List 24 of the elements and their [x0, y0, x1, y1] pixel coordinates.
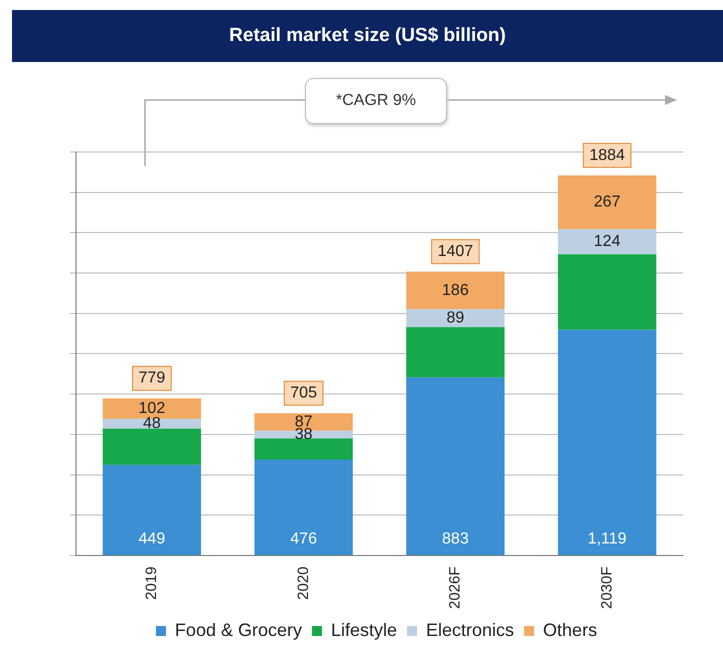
- data-label: 48: [142, 415, 161, 432]
- data-label: 186: [442, 282, 469, 299]
- total-label: 1884: [589, 146, 626, 164]
- text: *CAGR 9%: [305, 78, 447, 124]
- data-label: 124: [594, 233, 621, 250]
- x-tick-label: 2019: [143, 566, 160, 600]
- total-label: 705: [290, 384, 318, 402]
- x-tick-label: 2020: [294, 566, 312, 600]
- data-label: 102: [138, 400, 166, 418]
- total-label: 1407: [438, 243, 474, 260]
- legend-label: Food & Grocery: [174, 620, 302, 640]
- legend-label: Lifestyle: [330, 620, 398, 640]
- data-label: 267: [594, 194, 621, 211]
- total-label: 779: [138, 370, 166, 387]
- x-tick-label: 2030F: [598, 566, 616, 610]
- data-label: 449: [138, 530, 166, 548]
- legend-label: Electronics: [426, 620, 514, 640]
- data-label: 476: [290, 530, 318, 548]
- data-label: 883: [442, 530, 469, 548]
- chart-title: Retail market size (US$ billion): [12, 10, 723, 62]
- data-label: 1,119: [588, 530, 627, 548]
- data-label: 89: [446, 310, 464, 327]
- legend-label: Others: [543, 620, 598, 640]
- x-tick-label: 2026F: [446, 566, 464, 610]
